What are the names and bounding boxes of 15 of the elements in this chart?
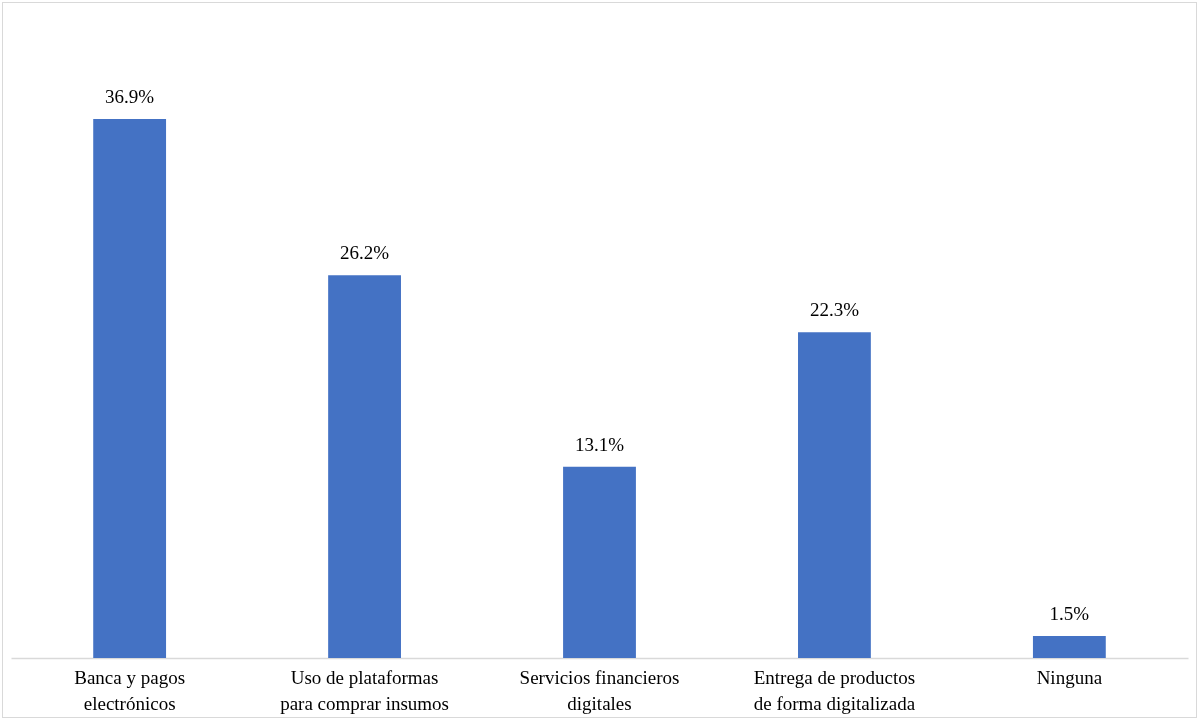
data-label: 26.2% — [340, 242, 390, 264]
bar — [563, 466, 636, 658]
x-tick-label: Banca y pagos electrónicos — [74, 666, 186, 714]
data-label: 36.9% — [105, 86, 155, 107]
x-tick-label: Ninguna — [1036, 666, 1103, 688]
x-tick-label: Entrega de productos de forma digitalizada — [753, 666, 916, 714]
bar — [1032, 636, 1106, 658]
x-tick-label: Uso de plataformas para comprar insumos — [280, 666, 449, 714]
data-label: 13.1% — [574, 433, 625, 455]
data-label: 1.5% — [1049, 603, 1090, 625]
bar — [798, 332, 871, 658]
data-label: 22.3% — [809, 299, 860, 321]
x-tick-label: Servicios financieros digitales — [519, 666, 680, 714]
bar — [328, 275, 401, 658]
bar — [93, 119, 167, 658]
